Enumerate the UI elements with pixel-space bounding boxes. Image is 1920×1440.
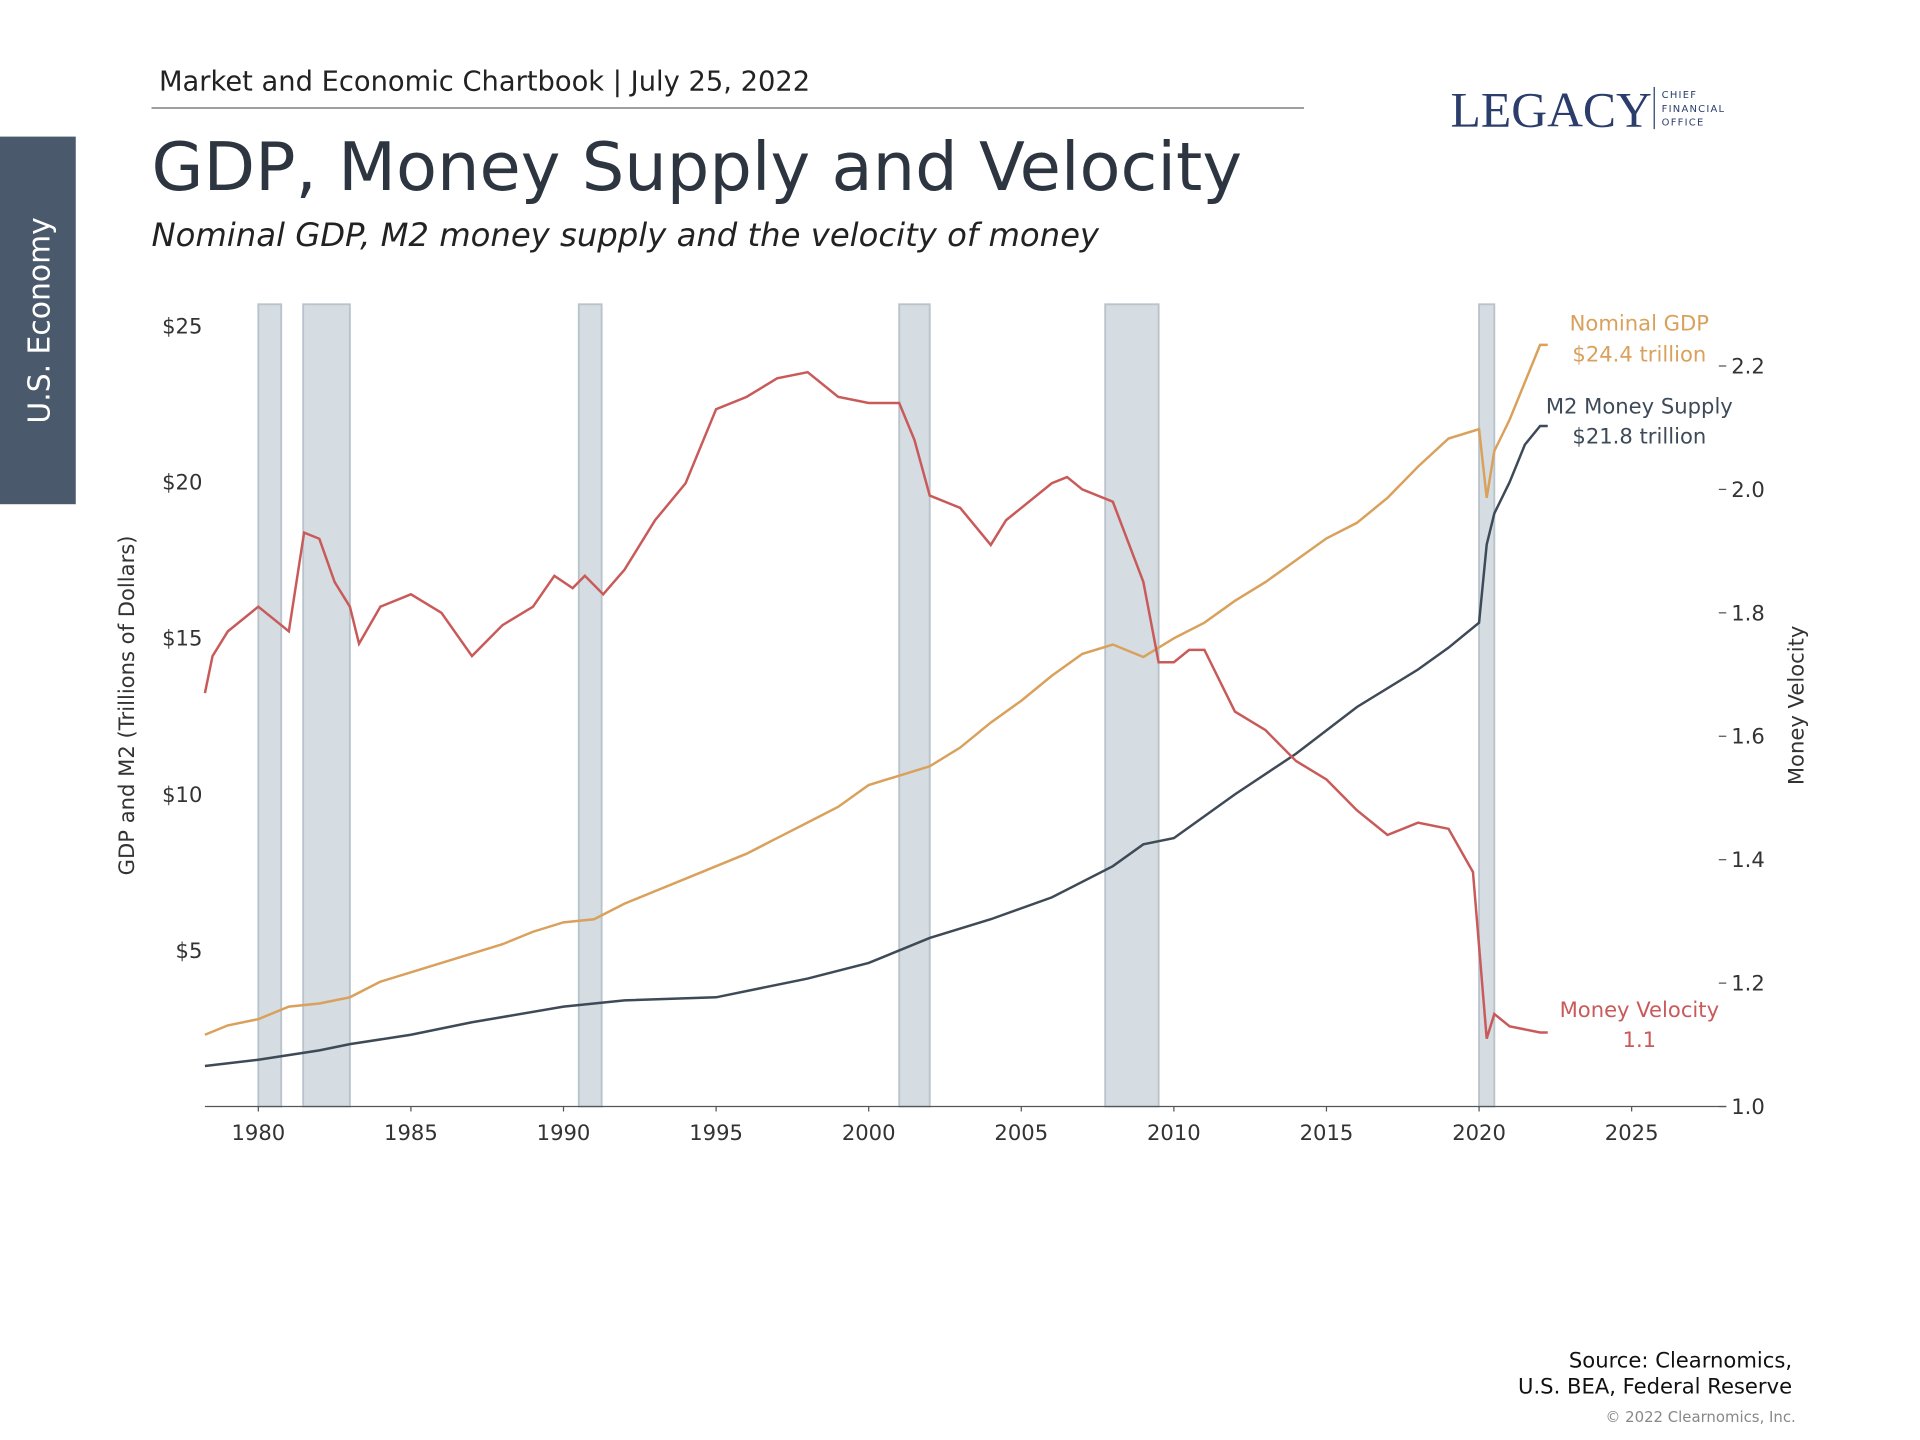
chartbook-header: Market and Economic Chartbook | July 25,… <box>159 67 810 98</box>
recession-band <box>257 303 283 1108</box>
y-tick-label: $25 <box>162 314 202 339</box>
y2-tick-label: 1.6 <box>1731 724 1765 749</box>
series-label: M2 Money Supply <box>1546 394 1733 419</box>
series-label: Money Velocity <box>1560 997 1720 1022</box>
x-tick-label: 2010 <box>1147 1120 1201 1145</box>
series-line <box>204 424 1548 1068</box>
y2-tick-label: 2.0 <box>1731 477 1765 502</box>
series-label: Nominal GDP <box>1570 310 1710 335</box>
x-tick-label: 1995 <box>689 1120 743 1145</box>
section-tab <box>0 136 76 505</box>
source: U.S. BEA, Federal Reserve <box>1518 1373 1792 1398</box>
logo: LEGACY <box>1451 83 1652 138</box>
y2-tick-label: 1.0 <box>1731 1094 1765 1119</box>
y2-tick-label: 1.8 <box>1731 600 1765 625</box>
series-label: $21.8 trillion <box>1572 423 1706 448</box>
series-line <box>203 370 1548 1040</box>
logo-sub: CHIEF <box>1662 90 1698 101</box>
x-tick-label: 2005 <box>994 1120 1048 1145</box>
x-tick-label: 1980 <box>231 1120 285 1145</box>
y-tick-label: $5 <box>176 938 203 963</box>
y2-tick-label: 1.2 <box>1731 971 1765 996</box>
recession-band <box>302 303 351 1108</box>
y2-axis-title: Money Velocity <box>1783 626 1808 786</box>
logo-sub: OFFICE <box>1662 117 1705 128</box>
copyright: © 2022 Clearnomics, Inc. <box>1606 1408 1796 1426</box>
source: Source: Clearnomics, <box>1569 1347 1792 1372</box>
x-tick-label: 1990 <box>537 1120 591 1145</box>
y-tick-label: $20 <box>162 470 202 495</box>
x-tick-label: 2015 <box>1300 1120 1354 1145</box>
x-tick-label: 2020 <box>1452 1120 1506 1145</box>
plot: 1980 1985 1990 1995 2000 2005 2010 2015 2020 2025… <box>162 303 1765 1145</box>
series-label: 1.1 <box>1623 1027 1657 1052</box>
y-tick-label: $15 <box>162 626 202 651</box>
chart-subtitle: Nominal GDP, M2 money supply and the vel… <box>152 216 1100 254</box>
x-tick-label: 1985 <box>384 1120 438 1145</box>
recession-band <box>577 303 603 1108</box>
section-label: U.S. Economy <box>23 217 58 423</box>
chart-title: GDP, Money Supply and Velocity <box>152 128 1243 206</box>
series-label: $24.4 trillion <box>1572 341 1706 366</box>
x-tick-label: 2025 <box>1605 1120 1659 1145</box>
series-line <box>204 343 1548 1036</box>
recession-band <box>898 303 931 1108</box>
y-axis-title: GDP and M2 (Trillions of Dollars) <box>114 536 139 876</box>
y2-tick-label: 2.2 <box>1731 353 1765 378</box>
y2-tick-label: 1.4 <box>1731 847 1765 872</box>
x-tick-label: 2000 <box>842 1120 896 1145</box>
recession-band <box>1104 303 1160 1108</box>
logo-sub: FINANCIAL <box>1662 104 1726 115</box>
y-tick-label: $10 <box>162 782 202 807</box>
